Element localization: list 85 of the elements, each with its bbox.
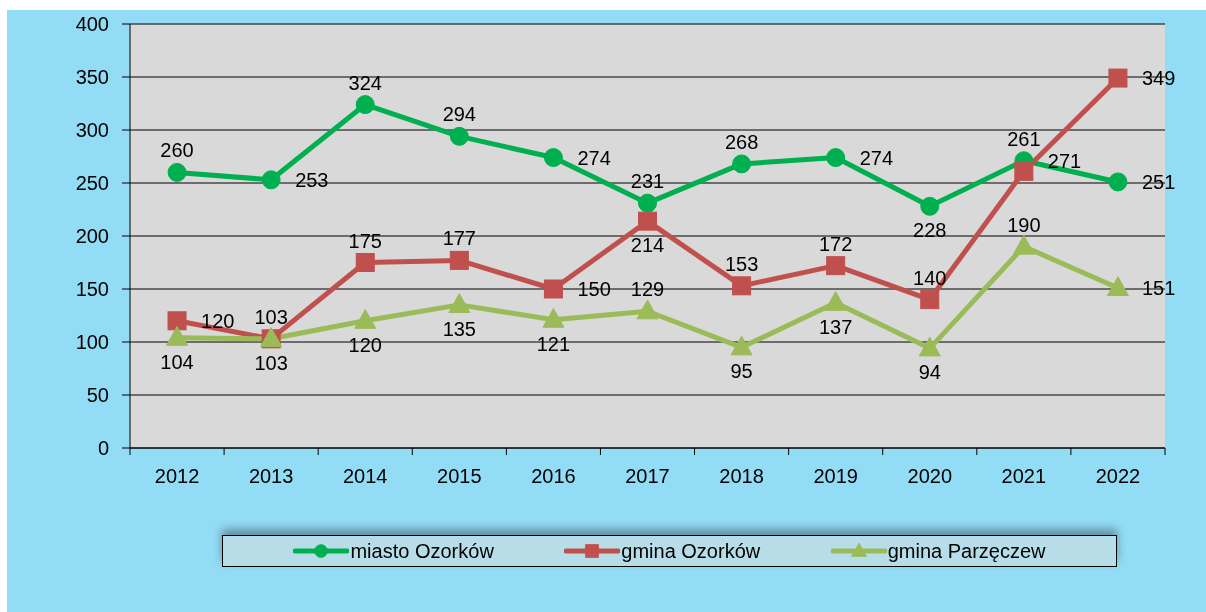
point — [730, 335, 753, 356]
point — [448, 293, 471, 313]
point — [1108, 172, 1128, 192]
point — [167, 311, 187, 331]
point — [261, 170, 281, 190]
point — [636, 299, 659, 320]
data-label: 95 — [730, 360, 753, 383]
data-label: 274 — [859, 146, 894, 169]
point — [824, 291, 847, 311]
x-tick-label: 2016 — [531, 465, 576, 487]
point — [355, 253, 375, 272]
point — [449, 126, 469, 146]
point — [1108, 68, 1128, 88]
data-label: 104 — [160, 350, 194, 373]
data-label: 129 — [630, 278, 665, 301]
data-label: 120 — [201, 309, 235, 332]
point — [542, 308, 565, 328]
data-label: 137 — [818, 315, 853, 338]
legend-label: miasto Ozorków — [350, 539, 494, 563]
point — [826, 256, 846, 276]
data-label: 261 — [1007, 128, 1041, 151]
x-tick-label: 2018 — [719, 465, 764, 487]
point — [920, 196, 940, 216]
data-label: 103 — [254, 305, 288, 328]
x-tick-label: 2014 — [342, 465, 388, 487]
data-label: 190 — [1007, 213, 1041, 236]
data-label: 324 — [348, 71, 382, 94]
data-label: 177 — [442, 227, 477, 250]
point — [355, 95, 375, 115]
point — [732, 276, 752, 296]
point — [638, 193, 657, 213]
point — [543, 279, 563, 299]
point — [918, 336, 941, 357]
data-label: 121 — [536, 332, 571, 355]
x-tick-label: 2012 — [154, 465, 200, 487]
x-tick-label: 2017 — [625, 465, 670, 487]
y-tick-label: 400 — [75, 13, 109, 36]
data-label: 231 — [630, 170, 665, 193]
y-tick-label: 100 — [75, 331, 109, 354]
x-tick-label: 2020 — [907, 465, 953, 487]
data-label: 349 — [1141, 67, 1176, 90]
data-label: 94 — [918, 361, 941, 384]
point — [1014, 161, 1034, 181]
data-label: 271 — [1047, 149, 1082, 172]
y-tick-label: 200 — [75, 225, 109, 248]
x-tick-label: 2022 — [1095, 465, 1141, 487]
data-label: 151 — [1141, 276, 1176, 299]
y-tick-label: 150 — [75, 278, 109, 301]
point — [1012, 234, 1035, 255]
point — [1106, 276, 1129, 296]
point — [920, 290, 940, 310]
point — [166, 326, 189, 346]
data-label: 103 — [254, 351, 288, 374]
x-tick-label: 2021 — [1001, 465, 1047, 487]
y-tick-label: 250 — [75, 172, 109, 195]
point — [826, 148, 846, 168]
y-tick-label: 50 — [86, 384, 109, 407]
x-tick-label: 2015 — [437, 465, 482, 487]
point — [638, 211, 657, 231]
data-label: 228 — [913, 219, 947, 242]
point — [732, 154, 752, 174]
data-label: 253 — [295, 168, 329, 191]
y-tick-label: 0 — [97, 437, 109, 460]
x-tick-label: 2019 — [813, 465, 858, 487]
data-label: 274 — [577, 146, 611, 169]
point — [167, 162, 187, 182]
data-label: 175 — [348, 229, 382, 252]
data-label: 172 — [818, 232, 853, 255]
point — [543, 148, 563, 168]
data-label: 120 — [348, 333, 382, 356]
y-tick-label: 350 — [75, 66, 109, 89]
data-label: 153 — [724, 252, 759, 275]
data-label: 260 — [160, 139, 194, 162]
legend-label: gmina Parzęczew — [887, 539, 1046, 563]
data-label: 268 — [724, 130, 759, 153]
point — [449, 250, 469, 270]
data-label: 150 — [577, 278, 611, 300]
x-tick-label: 2013 — [248, 465, 294, 487]
data-label: 214 — [630, 234, 665, 257]
data-label: 294 — [442, 103, 477, 126]
y-tick-label: 300 — [75, 119, 109, 142]
point — [354, 309, 377, 329]
data-label: 251 — [1141, 170, 1176, 193]
legend-label: gmina Ozorków — [621, 539, 761, 563]
data-label: 135 — [442, 317, 477, 340]
